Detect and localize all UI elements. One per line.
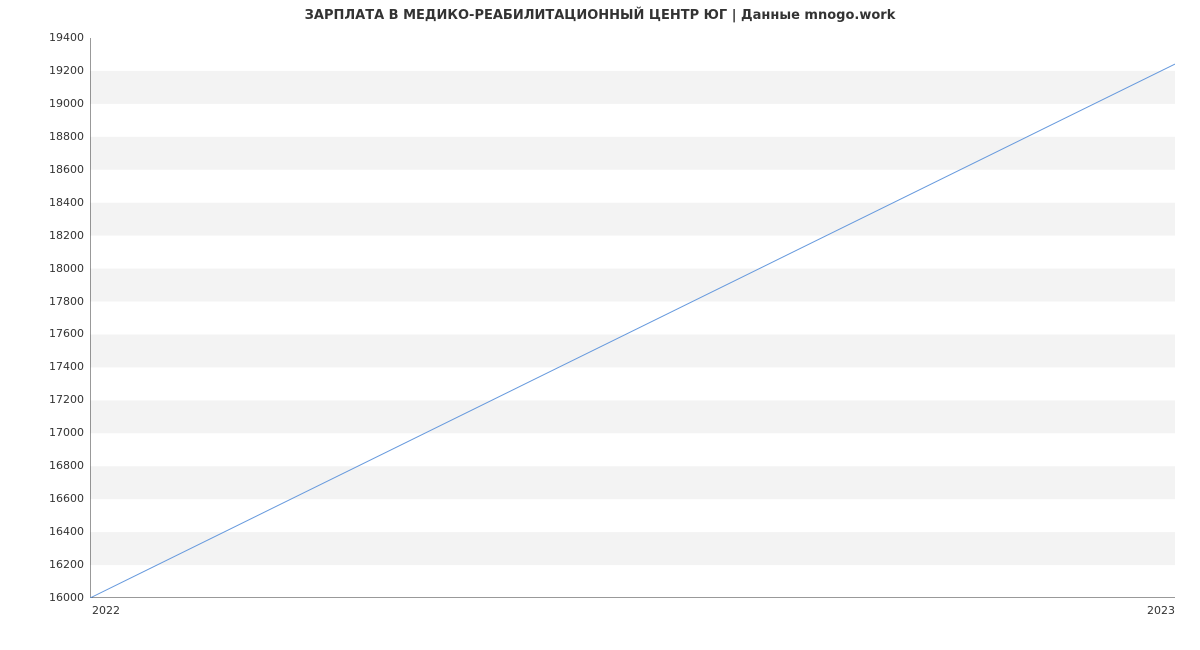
chart-title: ЗАРПЛАТА В МЕДИКО-РЕАБИЛИТАЦИОННЫЙ ЦЕНТР…	[0, 8, 1200, 23]
y-tick-label: 16400	[40, 525, 84, 538]
plot-area	[90, 38, 1175, 598]
grid-band	[90, 400, 1175, 433]
y-tick-label: 17200	[40, 393, 84, 406]
grid-band	[90, 466, 1175, 499]
chart-root: { "chart": { "type": "line", "title": "З…	[0, 0, 1200, 650]
y-tick-label: 19200	[40, 64, 84, 77]
grid-band	[90, 203, 1175, 236]
y-tick-label: 18400	[40, 196, 84, 209]
y-tick-label: 18600	[40, 163, 84, 176]
y-tick-label: 18800	[40, 130, 84, 143]
y-tick-label: 19000	[40, 97, 84, 110]
y-tick-label: 16600	[40, 492, 84, 505]
grid-band	[90, 269, 1175, 302]
y-tick-label: 16800	[40, 459, 84, 472]
grid-band	[90, 71, 1175, 104]
y-tick-label: 17400	[40, 360, 84, 373]
y-tick-label: 19400	[40, 31, 84, 44]
x-tick-label: 2023	[1145, 604, 1175, 617]
grid-band	[90, 532, 1175, 565]
grid-band	[90, 334, 1175, 367]
y-tick-label: 17000	[40, 426, 84, 439]
grid-band	[90, 137, 1175, 170]
y-tick-label: 18000	[40, 262, 84, 275]
y-tick-label: 17800	[40, 295, 84, 308]
y-tick-label: 16200	[40, 558, 84, 571]
y-tick-label: 18200	[40, 229, 84, 242]
x-tick-label: 2022	[92, 604, 120, 617]
plot-svg	[90, 38, 1175, 598]
y-tick-label: 16000	[40, 591, 84, 604]
y-tick-label: 17600	[40, 327, 84, 340]
